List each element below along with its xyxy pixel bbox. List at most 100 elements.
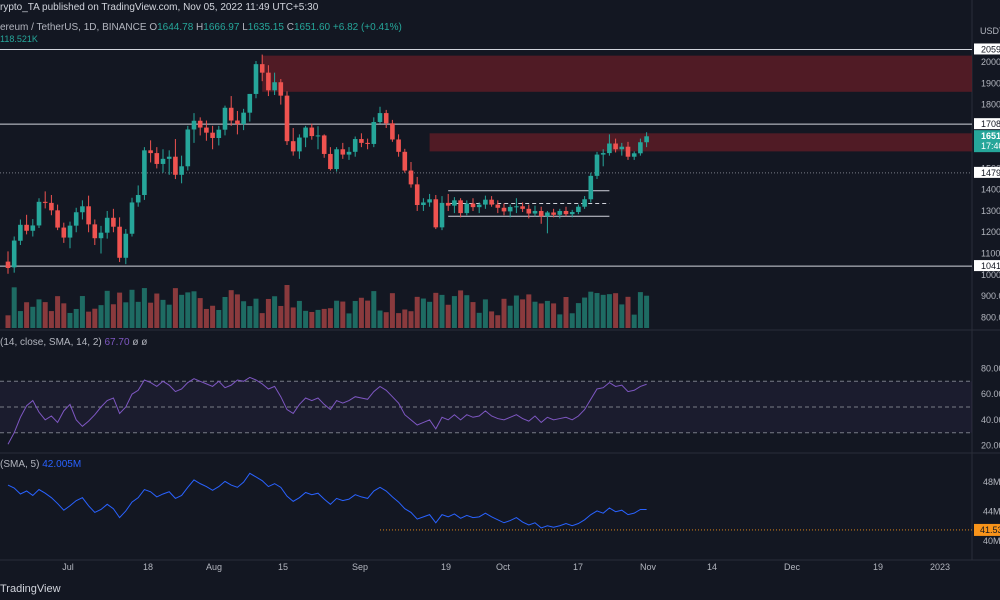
candle-body xyxy=(185,129,191,167)
candle-body xyxy=(445,202,451,206)
candle-body xyxy=(98,232,104,239)
volume-bar xyxy=(588,291,594,328)
candle-body xyxy=(160,158,166,164)
candle-body xyxy=(154,153,160,164)
candle-body xyxy=(142,150,147,196)
tradingview-brand[interactable]: TradingView xyxy=(0,583,61,595)
volume-bar xyxy=(55,296,61,328)
candle-body xyxy=(476,204,482,208)
rsi-line xyxy=(7,376,647,445)
candle-body xyxy=(538,210,544,217)
price-tick-label: 2000.00 xyxy=(981,57,1000,67)
volume-bar xyxy=(123,302,129,328)
price-tick-label: 1800.00 xyxy=(981,100,1000,110)
candle-body xyxy=(507,206,513,212)
volume-bar xyxy=(582,297,588,328)
volume-bar xyxy=(290,307,296,328)
candle-body xyxy=(228,107,234,121)
candle-body xyxy=(117,226,122,258)
price-tick-label: 1400.00 xyxy=(981,185,1000,195)
candle-body xyxy=(297,137,302,152)
volume-bar xyxy=(73,308,79,328)
volume-bar xyxy=(520,299,526,328)
current-price-countdown: 17:40 xyxy=(981,141,1000,151)
candle-body xyxy=(92,224,98,239)
candle-body xyxy=(272,82,277,91)
volume-bar xyxy=(358,297,364,328)
volume-bar xyxy=(631,314,637,328)
volume-bar xyxy=(67,312,73,328)
candle-body xyxy=(390,123,395,140)
candle-body xyxy=(259,64,265,73)
volume-bar xyxy=(569,313,575,328)
candle-body xyxy=(371,122,377,144)
publish-info: rypto_TA published on TradingView.com, N… xyxy=(0,2,319,13)
candle-body xyxy=(600,153,606,155)
candle-body xyxy=(638,142,643,154)
volume-bar xyxy=(377,310,383,328)
volume-bar xyxy=(30,306,36,328)
volume-bar xyxy=(222,296,228,328)
obv-value: 42.005M xyxy=(42,459,82,470)
obv-tick-label: 44M xyxy=(983,507,1000,517)
volume-bar xyxy=(79,296,85,328)
volume-bar xyxy=(42,302,48,328)
volume-bar xyxy=(160,299,166,328)
candle-body xyxy=(328,153,333,170)
volume-bar xyxy=(551,303,557,328)
volume-bar xyxy=(619,304,625,328)
candle-body xyxy=(520,206,525,209)
candle-body xyxy=(278,82,284,96)
candle-body xyxy=(532,210,538,214)
obv-highlight-label: 41.53 xyxy=(980,525,1000,535)
candle-body xyxy=(42,201,48,203)
volume-bar xyxy=(48,311,54,328)
candle-body xyxy=(408,170,414,185)
candle-body xyxy=(18,224,23,241)
volume-bar xyxy=(470,302,476,328)
volume-bar xyxy=(191,291,197,328)
volume-bar xyxy=(365,300,371,328)
x-tick-label: 2023 xyxy=(930,562,950,572)
volume-bar xyxy=(86,311,92,328)
candle-body xyxy=(402,151,408,171)
candle-body xyxy=(359,139,364,143)
candle-body xyxy=(483,199,488,205)
volume-bar xyxy=(210,305,216,328)
volume-bar xyxy=(141,288,147,328)
volume-bar xyxy=(557,314,563,328)
volume-bar xyxy=(414,296,420,328)
volume-bar xyxy=(203,308,209,328)
candle-body xyxy=(321,135,327,154)
symbol-ohlc-line: ereum / TetherUS, 1D, BINANCE O1644.78 H… xyxy=(0,22,402,33)
candle-body xyxy=(414,184,420,206)
candle-body xyxy=(222,107,228,130)
volume-bar xyxy=(315,309,321,328)
candle-body xyxy=(495,204,501,208)
rsi-tick-label: 40.00 xyxy=(981,415,1000,425)
currency-label: USDT xyxy=(980,26,1000,36)
volume-bar xyxy=(172,288,178,328)
symbol-name: ereum / TetherUS, 1D, BINANCE xyxy=(0,22,147,33)
rsi-tick-label: 80.00 xyxy=(981,363,1000,373)
candle-body xyxy=(563,210,569,215)
volume-bar xyxy=(575,303,581,328)
volume-bar xyxy=(445,304,451,328)
volume-bar xyxy=(389,293,395,328)
price-tick-label: 1200.00 xyxy=(981,227,1000,237)
candle-body xyxy=(204,127,209,133)
obv-tick-label: 40M xyxy=(983,536,1000,546)
volume-bar xyxy=(544,300,550,328)
volume-bar xyxy=(272,296,278,328)
x-tick-label: 17 xyxy=(573,562,583,572)
candle-body xyxy=(346,151,352,155)
volume-bar xyxy=(340,301,346,328)
x-tick-label: 19 xyxy=(441,562,451,572)
volume-bar xyxy=(303,310,309,328)
candle-body xyxy=(67,225,73,238)
candle-body xyxy=(340,149,346,155)
volume-bar xyxy=(408,311,414,328)
volume-bar xyxy=(117,292,123,328)
candle-body xyxy=(11,240,17,268)
